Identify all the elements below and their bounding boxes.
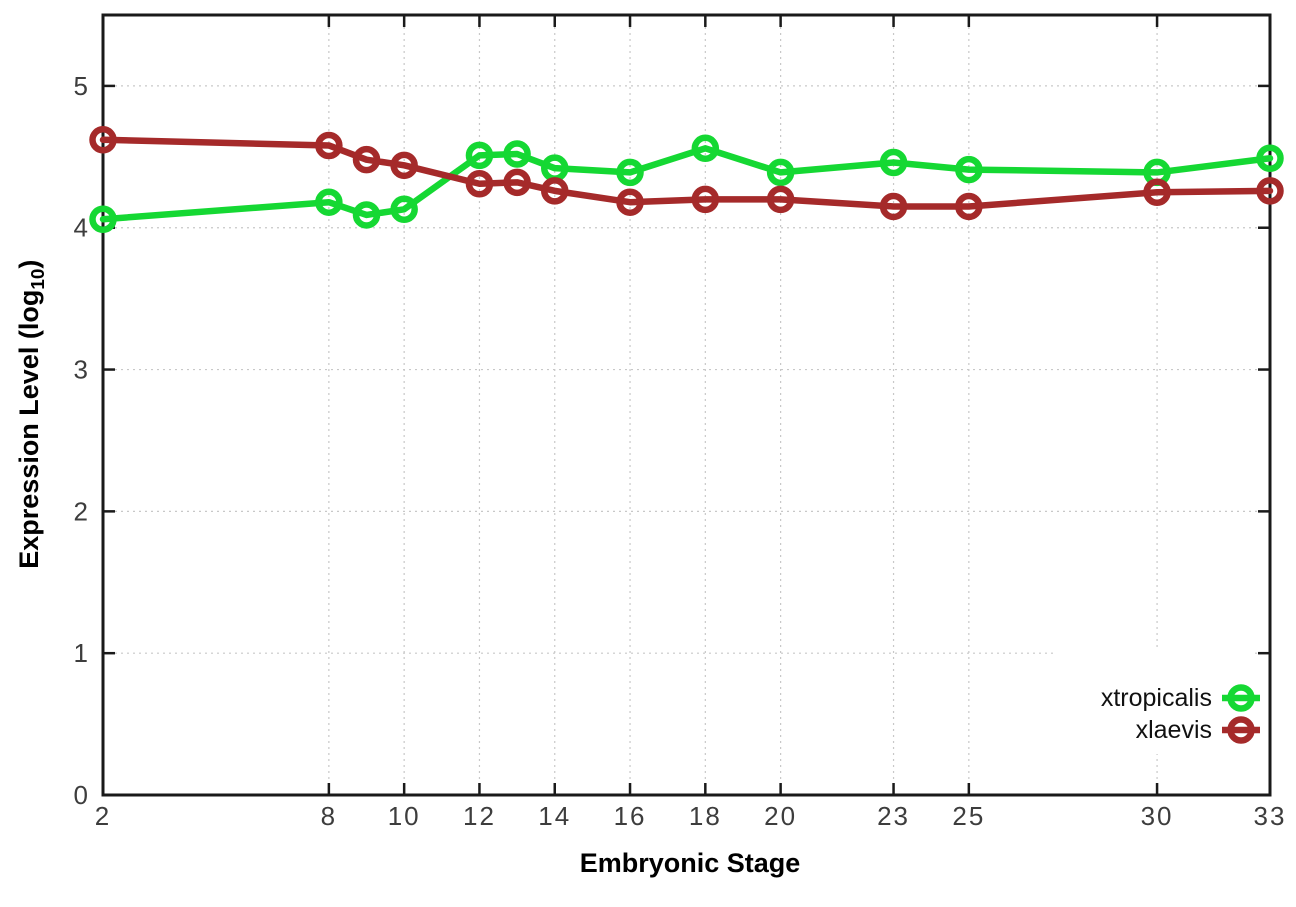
x-axis-title: Embryonic Stage <box>579 848 801 878</box>
legend-marker-xlaevis <box>1227 716 1255 744</box>
y-tick-label: 4 <box>74 213 90 243</box>
data-point-xtropicalis <box>89 205 117 233</box>
data-point-xtropicalis <box>315 188 343 216</box>
data-point-xtropicalis <box>352 201 381 229</box>
legend-label-xtropicalis: xtropicalis <box>1100 684 1212 712</box>
data-point-xlaevis <box>766 185 795 214</box>
y-tick-label: 0 <box>74 780 90 810</box>
data-point-xtropicalis <box>616 158 644 187</box>
legend-marker-xtropicalis <box>1227 684 1255 712</box>
data-point-xlaevis <box>315 131 343 160</box>
data-point-xlaevis <box>352 145 381 174</box>
data-point-xtropicalis <box>766 158 795 187</box>
data-point-xtropicalis <box>955 155 983 184</box>
data-point-xtropicalis <box>465 141 494 170</box>
x-tick-label: 8 <box>321 801 337 831</box>
legend-box <box>1055 648 1255 754</box>
y-axis-title: Expression Level (log10) <box>14 164 50 664</box>
data-point-xlaevis <box>390 151 418 180</box>
data-point-xlaevis <box>691 185 720 214</box>
x-tick-label: 12 <box>463 801 496 831</box>
y-axis-title-suffix: ) <box>13 259 44 269</box>
data-point-xlaevis <box>955 192 983 221</box>
data-point-xtropicalis <box>691 134 720 163</box>
data-point-xlaevis <box>465 170 494 198</box>
y-tick-label: 3 <box>74 355 90 385</box>
x-tick-label: 16 <box>614 801 647 831</box>
data-point-xtropicalis <box>503 140 531 168</box>
y-tick-label: 2 <box>74 496 90 526</box>
x-tick-label: 23 <box>877 801 910 831</box>
x-tick-label: 20 <box>764 801 797 831</box>
y-tick-label: 5 <box>74 71 90 101</box>
x-tick-label: 18 <box>689 801 722 831</box>
x-tick-label: 33 <box>1254 801 1287 831</box>
x-tick-label: 25 <box>952 801 985 831</box>
data-point-xlaevis <box>503 168 531 197</box>
y-tick-label: 1 <box>74 638 90 668</box>
x-tick-label: 10 <box>388 801 421 831</box>
data-point-xlaevis <box>1143 178 1171 207</box>
data-point-xtropicalis <box>1256 144 1284 172</box>
data-point-xtropicalis <box>879 148 908 177</box>
data-point-xtropicalis <box>390 195 418 224</box>
data-point-xlaevis <box>879 192 908 221</box>
data-point-xlaevis <box>540 177 569 205</box>
data-point-xlaevis <box>89 126 117 154</box>
data-point-xlaevis <box>1256 177 1284 205</box>
y-axis-title-subscript: 10 <box>28 268 50 290</box>
x-tick-label: 2 <box>95 801 111 831</box>
plot-border <box>101 13 1272 797</box>
x-tick-label: 14 <box>538 801 571 831</box>
data-point-xlaevis <box>616 188 644 216</box>
x-tick-label: 30 <box>1141 801 1174 831</box>
legend-label-xlaevis: xlaevis <box>1135 716 1212 744</box>
y-axis-title-text: Expression Level (log <box>13 289 44 569</box>
series-line-xtropicalis <box>99 145 1274 223</box>
